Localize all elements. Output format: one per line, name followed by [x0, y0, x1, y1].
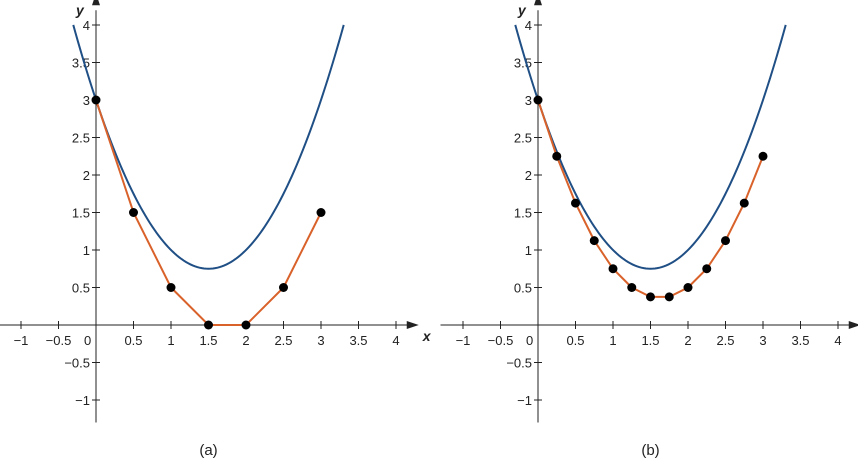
- panel-a: x y 0 −1 −0.5 0.5 1 1.5 2 2.5 3 3.5 4 −1 −0.5 0.5 1 1.5 2 2…: [0, 0, 432, 459]
- euler-point: [552, 152, 561, 161]
- y-tick-label: 3.5: [514, 56, 532, 71]
- x-tick-label: 2.5: [716, 333, 734, 348]
- panel-caption: (a): [199, 442, 217, 459]
- x-tick-label: 2: [684, 333, 691, 348]
- origin-label: 0: [84, 333, 91, 348]
- x-tick-label: −1: [14, 333, 29, 348]
- exact-solution-curve: [515, 25, 785, 269]
- euler-point: [759, 152, 768, 161]
- y-tick-label: 0.5: [514, 281, 532, 296]
- y-tick-label: 1: [83, 243, 90, 258]
- x-axis-arrow: [849, 321, 858, 329]
- y-tick-label: −1: [517, 393, 532, 408]
- euler-point: [646, 292, 655, 301]
- exact-solution-curve: [73, 25, 343, 269]
- euler-point: [204, 321, 213, 330]
- y-axis-arrow: [92, 0, 100, 5]
- y-tick-label: 3.5: [72, 56, 90, 71]
- x-tick-label: 4: [834, 333, 841, 348]
- euler-point: [590, 236, 599, 245]
- y-tick-label: 2.5: [72, 131, 90, 146]
- x-tick-label: 1.5: [641, 333, 659, 348]
- x-tick-label: −0.5: [488, 333, 514, 348]
- euler-point: [167, 283, 176, 292]
- x-tick-label: 2: [242, 333, 249, 348]
- x-tick-label: −0.5: [46, 333, 72, 348]
- euler-point: [684, 283, 693, 292]
- origin-label: 0: [526, 333, 533, 348]
- x-tick-label: 3: [317, 333, 324, 348]
- y-tick-label: 3: [83, 93, 90, 108]
- y-tick-label: −0.5: [506, 356, 532, 371]
- y-tick-label: 3: [525, 93, 532, 108]
- x-tick-label: 3.5: [349, 333, 367, 348]
- y-tick-label: 2: [525, 168, 532, 183]
- euler-point: [609, 264, 618, 273]
- x-tick-label: 4: [392, 333, 399, 348]
- y-tick-label: −1: [75, 393, 90, 408]
- euler-point: [740, 199, 749, 208]
- y-tick-label: 0.5: [72, 281, 90, 296]
- x-tick-label: 2.5: [274, 333, 292, 348]
- x-tick-label: −1: [456, 333, 471, 348]
- euler-point: [627, 283, 636, 292]
- euler-point: [702, 264, 711, 273]
- euler-point: [721, 236, 730, 245]
- x-tick-label: 3: [759, 333, 766, 348]
- euler-point: [129, 208, 138, 217]
- x-tick-label: 0.5: [124, 333, 142, 348]
- x-axis-label: x: [422, 328, 432, 344]
- euler-point: [279, 283, 288, 292]
- x-tick-label: 3.5: [791, 333, 809, 348]
- y-tick-label: 2.5: [514, 131, 532, 146]
- y-tick-label: 1.5: [72, 206, 90, 221]
- y-tick-label: 4: [525, 18, 532, 33]
- x-tick-label: 1: [167, 333, 174, 348]
- y-tick-label: 1.5: [514, 206, 532, 221]
- x-tick-label: 1.5: [199, 333, 217, 348]
- y-tick-label: 4: [83, 18, 90, 33]
- euler-point: [571, 199, 580, 208]
- y-tick-label: 2: [83, 168, 90, 183]
- euler-approximation-line: [538, 100, 763, 297]
- y-axis-label: y: [75, 2, 85, 18]
- x-axis-arrow: [407, 321, 419, 329]
- y-axis-label: y: [517, 2, 527, 18]
- euler-point: [92, 96, 101, 105]
- x-tick-label: 1: [609, 333, 616, 348]
- y-axis-arrow: [534, 0, 542, 5]
- euler-point: [665, 292, 674, 301]
- euler-point: [242, 321, 251, 330]
- euler-point: [317, 208, 326, 217]
- euler-point: [534, 96, 543, 105]
- panel-b: xy0−1−0.50.511.522.533.54−1−0.50.511.522…: [441, 0, 858, 459]
- panel-caption: (b): [641, 442, 659, 459]
- x-tick-label: 0.5: [566, 333, 584, 348]
- y-tick-label: 1: [525, 243, 532, 258]
- y-tick-label: −0.5: [64, 356, 90, 371]
